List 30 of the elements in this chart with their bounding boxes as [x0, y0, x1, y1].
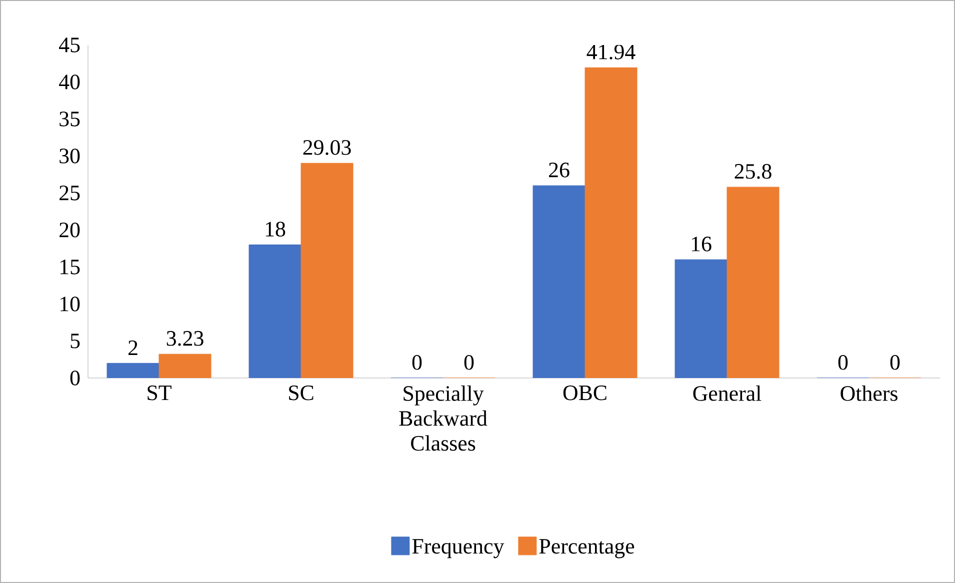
x-tick-label: OBC: [563, 385, 606, 400]
data-label: 16: [692, 236, 712, 252]
data-label: 0: [838, 354, 848, 370]
legend-label: Percentage: [539, 539, 634, 558]
y-tick-label: 30: [60, 148, 80, 164]
data-label: 25.8: [734, 164, 772, 179]
x-tick-label: Specially Backward Classes: [399, 385, 488, 451]
data-label: 0: [412, 354, 422, 370]
data-label: 29.03: [303, 140, 351, 155]
y-tick-label: 15: [60, 260, 80, 274]
data-label: 2: [128, 340, 138, 355]
legend-label: Frequency: [412, 539, 504, 558]
data-label: 0: [464, 354, 474, 370]
data-label: 41.94: [586, 44, 636, 60]
y-tick-label: 20: [60, 222, 80, 238]
y-tick-label: 10: [60, 296, 80, 312]
x-tick-label: Others: [840, 385, 898, 401]
y-tick-label: 40: [59, 74, 80, 90]
data-label: 26: [549, 162, 570, 178]
data-label: 0: [890, 354, 900, 370]
y-tick-label: 25: [60, 186, 80, 200]
x-tick-label: General: [693, 385, 762, 401]
y-tick-label: 5: [70, 334, 80, 348]
x-tick-label: SC: [289, 385, 314, 400]
data-label: 18: [266, 222, 286, 237]
y-tick-label: 0: [70, 370, 80, 386]
y-tick-label: 45: [59, 38, 80, 52]
x-tick-label: ST: [148, 385, 172, 400]
data-label: 3.23: [166, 331, 204, 346]
y-tick-label: 35: [60, 112, 80, 126]
